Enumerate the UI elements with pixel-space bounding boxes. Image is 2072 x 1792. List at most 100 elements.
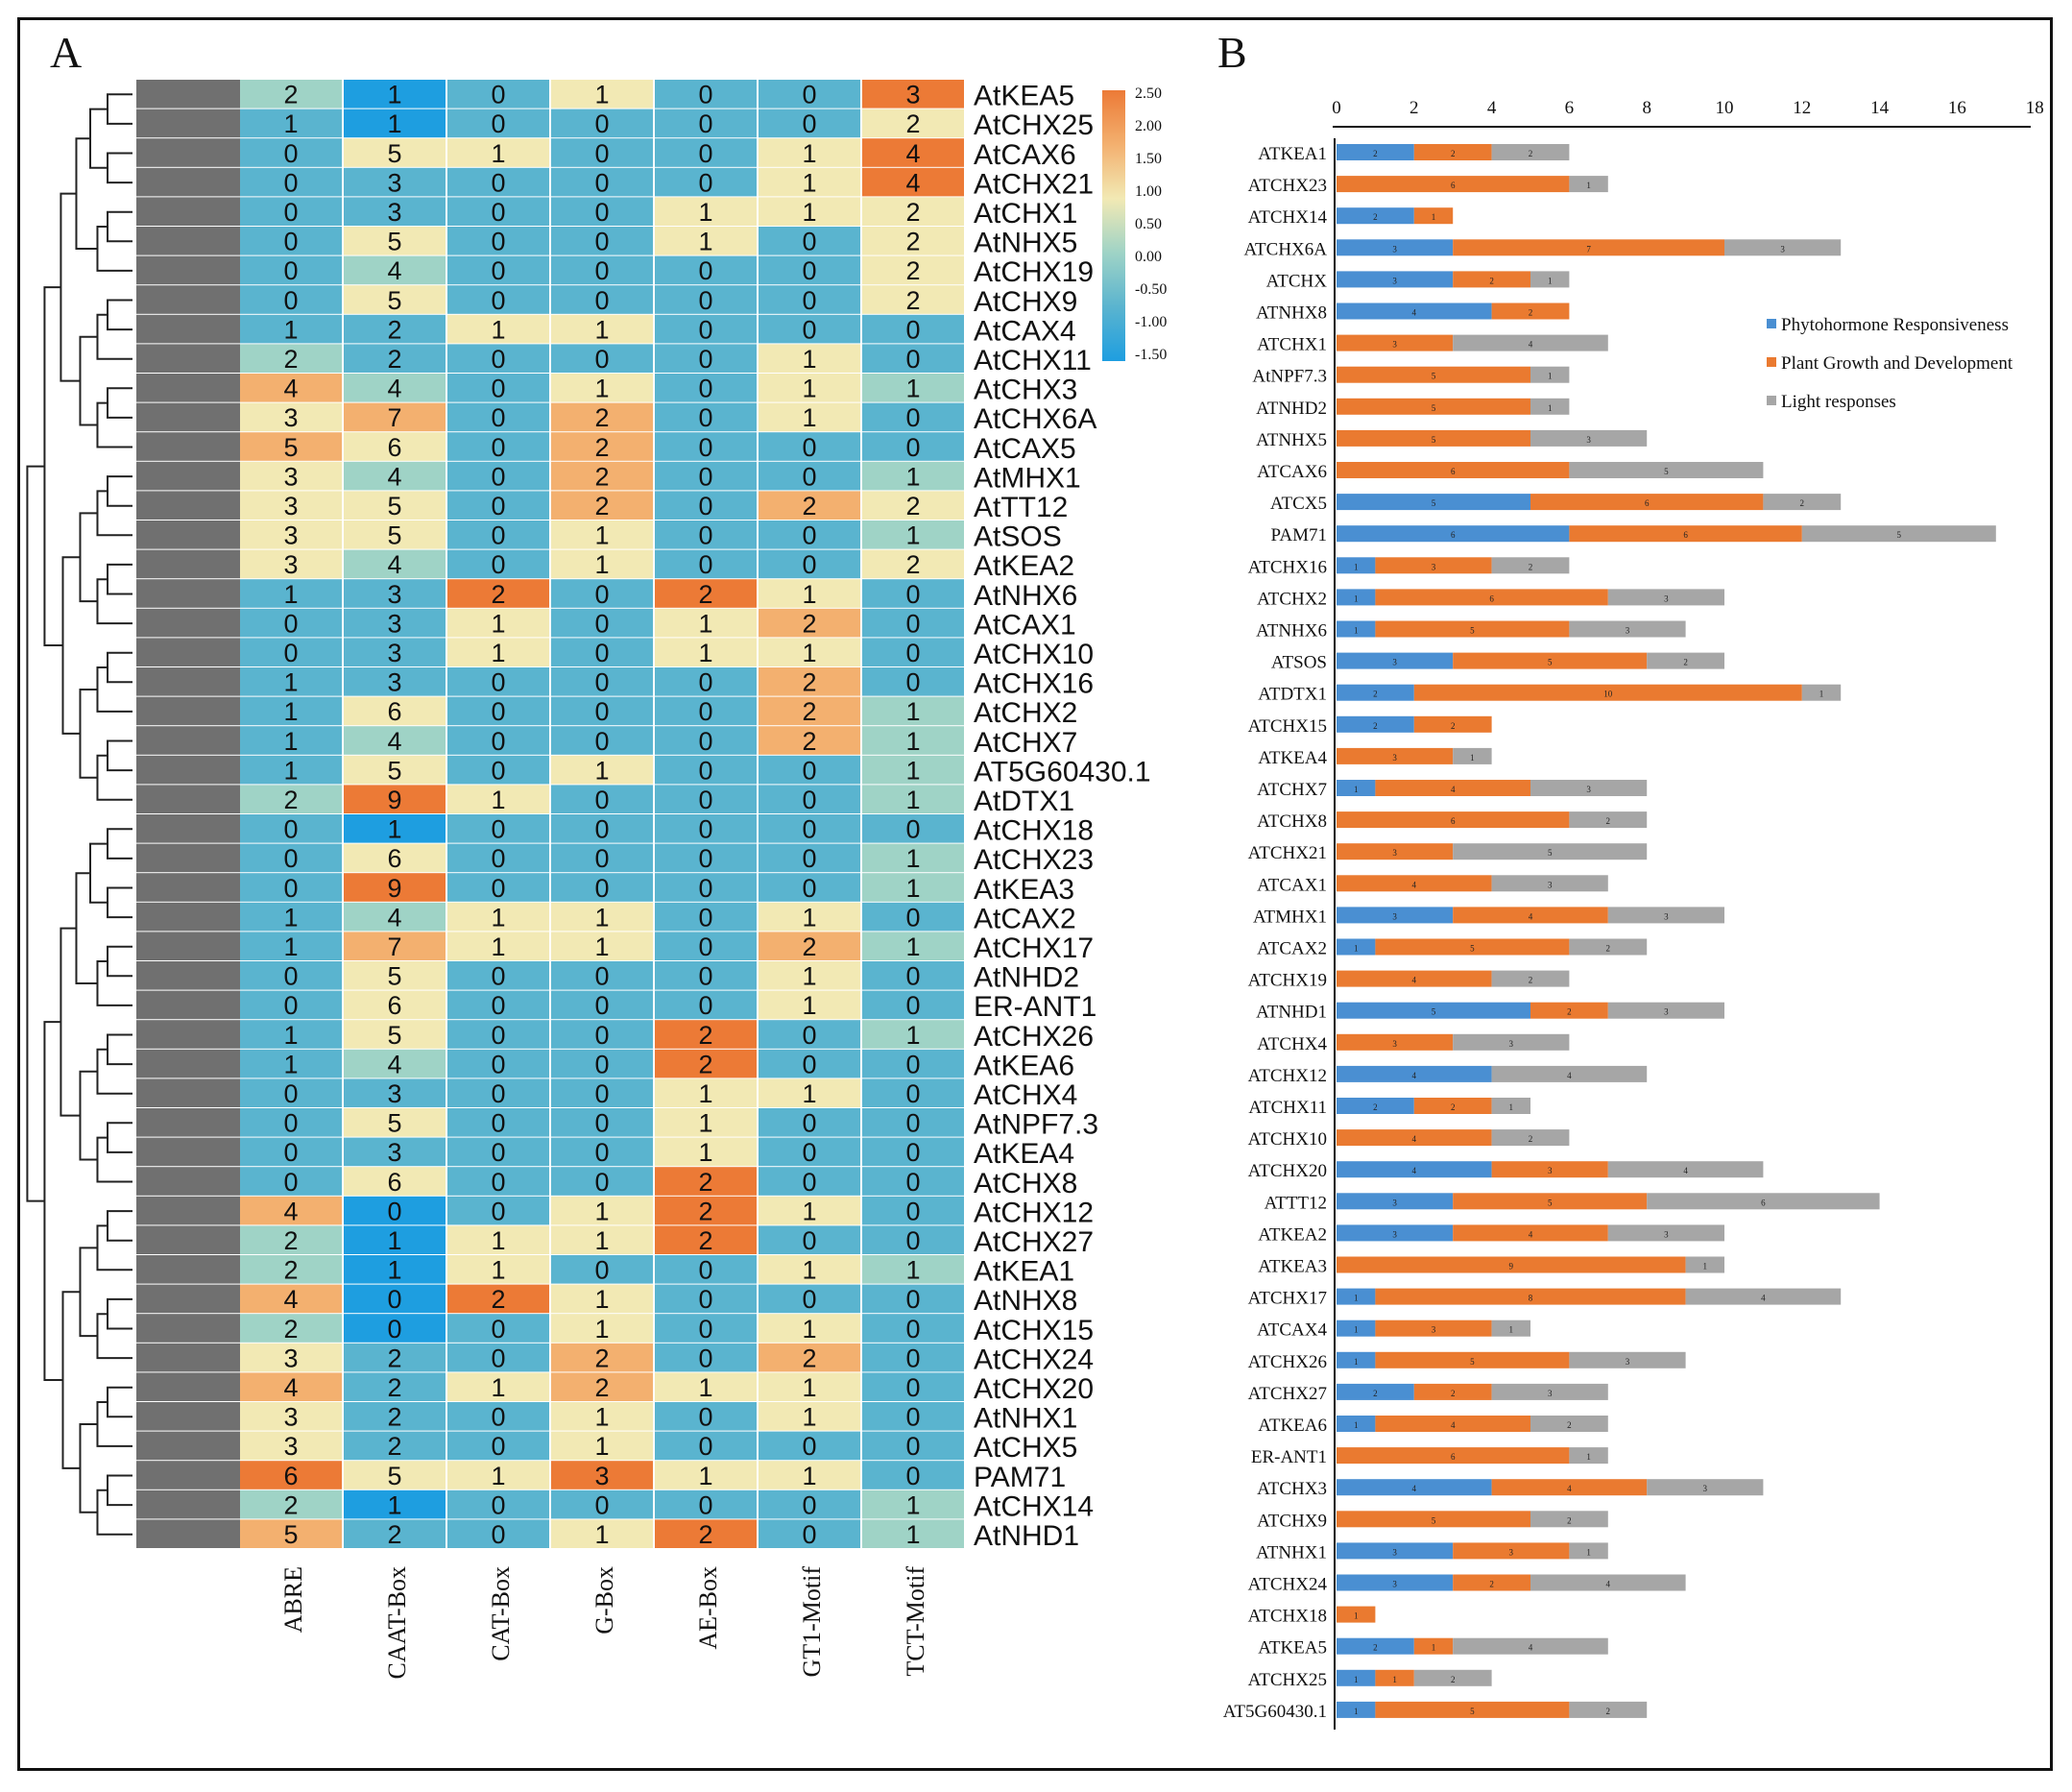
heatmap-cell <box>447 932 549 960</box>
legend-swatch <box>1767 357 1776 367</box>
bar-category-label: ATCHX16 <box>1248 557 1327 577</box>
bar-segment-value: 1 <box>1432 1643 1436 1653</box>
heatmap-cell <box>655 1461 757 1489</box>
bar-segment <box>1530 1002 1608 1019</box>
heatmap-cell-value: 0 <box>283 1138 298 1167</box>
heatmap-row-label: AtCHX15 <box>974 1315 1094 1346</box>
bar-segment-value: 3 <box>1392 1198 1397 1207</box>
heatmap-cell <box>344 932 446 960</box>
dendrogram-branch <box>79 1422 98 1514</box>
heatmap-cell-value: 0 <box>594 668 609 697</box>
heatmap-cell-value: 0 <box>802 286 816 315</box>
heatmap-cell-value: 0 <box>802 1490 816 1519</box>
heatmap-cell-value: 1 <box>905 1520 920 1549</box>
heatmap-cell-value: 2 <box>905 256 920 285</box>
heatmap-cell <box>240 109 342 138</box>
bar-segment-value: 1 <box>1432 212 1436 222</box>
bar-segment-value: 4 <box>1412 976 1417 985</box>
heatmap-cell <box>240 1519 342 1548</box>
bar-category-label: ATCHX20 <box>1248 1161 1327 1181</box>
heatmap-cell <box>655 1489 757 1519</box>
heatmap-cell-value: 2 <box>905 109 920 138</box>
heatmap-cell-value: 0 <box>698 756 712 785</box>
heatmap-cell-value: 3 <box>283 492 298 521</box>
heatmap-cell <box>862 80 964 109</box>
heatmap-group-cell <box>136 432 240 461</box>
heatmap-cell-value: 2 <box>283 345 298 374</box>
heatmap-cell <box>344 1284 446 1314</box>
bar-category-label: ATCAX1 <box>1257 875 1327 895</box>
heatmap-cell <box>344 1020 446 1049</box>
heatmap-cell-value: 1 <box>283 697 298 726</box>
heatmap-group-cell <box>136 726 240 755</box>
heatmap-cell-value: 1 <box>905 727 920 756</box>
colorbar-tick-label: 2.50 <box>1135 85 1162 102</box>
heatmap-cell-value: 0 <box>698 315 712 344</box>
bar-category-label: ATCHX24 <box>1248 1575 1328 1595</box>
bar-segment-value: 6 <box>1761 1198 1766 1207</box>
heatmap-cell-value: 0 <box>698 697 712 726</box>
bar-segment-value: 3 <box>1509 1039 1514 1049</box>
bar-segment-value: 4 <box>1606 1580 1611 1589</box>
heatmap-cell <box>344 432 446 461</box>
bar-segment <box>1375 1669 1414 1686</box>
heatmap-row-label: AtCHX6A <box>974 403 1096 435</box>
heatmap-cell <box>344 785 446 813</box>
heatmap-cell-value: 2 <box>283 1226 298 1255</box>
heatmap-cell <box>344 1167 446 1196</box>
heatmap-cell <box>862 726 964 755</box>
heatmap-cell-value: 1 <box>905 844 920 873</box>
dendrogram-branch <box>96 1048 133 1095</box>
heatmap-cell <box>759 255 860 285</box>
x-axis-tick-label: 14 <box>1870 98 1890 118</box>
bar-category-label: ATCHX25 <box>1248 1670 1327 1690</box>
heatmap-cell-value: 2 <box>905 228 920 256</box>
heatmap-cell <box>551 1489 653 1519</box>
heatmap-row-label: AtCHX8 <box>974 1168 1077 1199</box>
heatmap-cell <box>240 1284 342 1314</box>
heatmap-cell-value: 2 <box>802 1344 816 1372</box>
heatmap-cell-value: 0 <box>283 844 298 873</box>
heatmap-cell-value: 0 <box>905 1168 920 1197</box>
heatmap-cell-value: 2 <box>594 492 609 521</box>
bar-segment <box>1337 1351 1376 1368</box>
heatmap-cell <box>447 549 549 579</box>
bar-segment-value: 5 <box>1470 626 1475 636</box>
bar-segment-value: 5 <box>1664 467 1669 476</box>
bar-segment-value: 2 <box>1529 149 1533 158</box>
heatmap-cell-value: 0 <box>698 991 712 1020</box>
heatmap-row-label: AtCAX1 <box>974 609 1076 641</box>
heatmap-cell-value: 1 <box>283 932 298 961</box>
heatmap-cell-value: 3 <box>283 1403 298 1432</box>
x-axis-tick-label: 6 <box>1565 98 1575 118</box>
heatmap-cell-value: 1 <box>905 1256 920 1285</box>
bar-segment-value: 2 <box>1529 1134 1533 1144</box>
bar-segment <box>1337 1574 1454 1591</box>
bar-segment <box>1569 1701 1648 1718</box>
bar-segment <box>1413 1669 1492 1686</box>
bar-segment-value: 1 <box>1703 1262 1708 1271</box>
heatmap-cell <box>862 1137 964 1167</box>
bar-segment <box>1375 1701 1570 1718</box>
heatmap-cell-value: 1 <box>283 1050 298 1078</box>
heatmap-cell <box>240 1402 342 1431</box>
heatmap-cell <box>655 1519 757 1548</box>
heatmap-cell <box>551 1255 653 1284</box>
bar-segment-value: 2 <box>1567 1007 1572 1017</box>
heatmap-cell-value: 1 <box>387 1256 401 1285</box>
heatmap-cell-value: 0 <box>698 1285 712 1314</box>
heatmap-cell-value: 1 <box>387 1490 401 1519</box>
bar-category-label: ATCHX19 <box>1248 971 1327 991</box>
heatmap-cell <box>759 961 860 990</box>
heatmap-cell-value: 0 <box>594 345 609 374</box>
bar-segment <box>1491 1320 1530 1337</box>
heatmap-group-cell <box>136 638 240 666</box>
heatmap-group-cell <box>136 873 240 902</box>
bar-category-label: ATCHX15 <box>1248 716 1327 737</box>
heatmap-cell <box>447 1314 549 1343</box>
heatmap-cell <box>551 755 653 785</box>
heatmap-cell-value: 0 <box>594 844 609 873</box>
dendrogram-branch <box>96 490 133 537</box>
bar-segment-value: 1 <box>1509 1102 1514 1112</box>
heatmap-row-label: AtDTX1 <box>974 786 1074 817</box>
